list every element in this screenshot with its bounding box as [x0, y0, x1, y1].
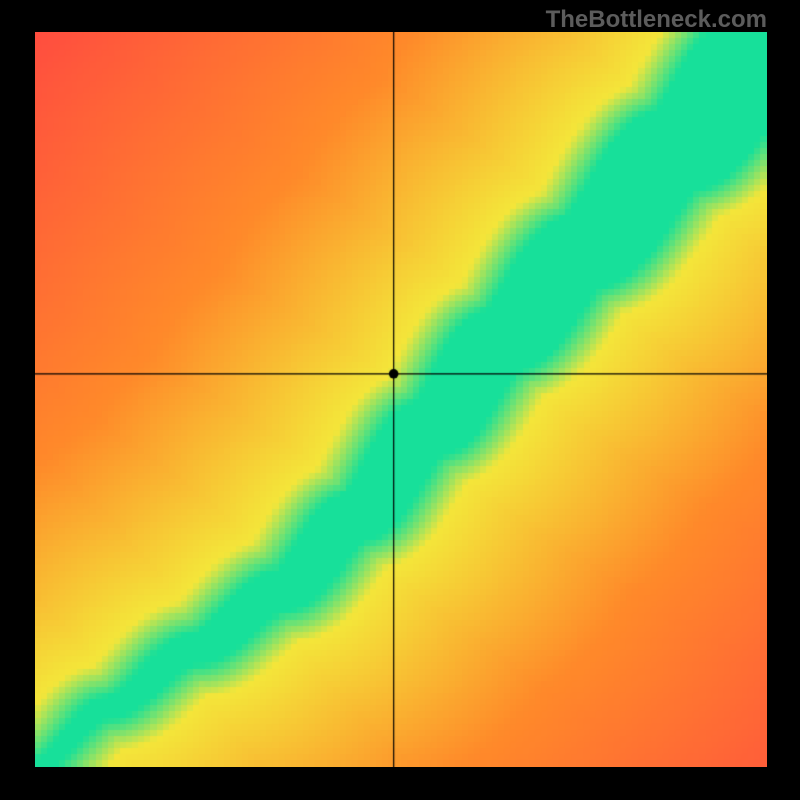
chart-container: TheBottleneck.com: [0, 0, 800, 800]
watermark-text: TheBottleneck.com: [546, 6, 767, 34]
bottleneck-heatmap: [35, 32, 767, 767]
